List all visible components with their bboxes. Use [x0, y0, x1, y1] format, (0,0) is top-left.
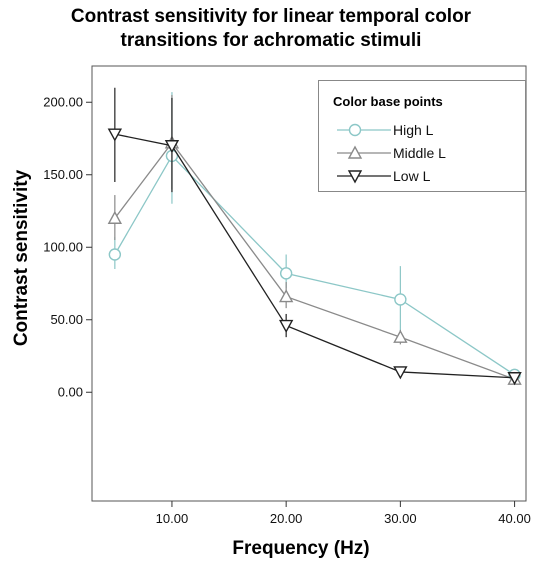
data-point: [393, 329, 408, 343]
legend-marker-triangle-down: [337, 170, 391, 184]
legend-title: Color base points: [333, 94, 443, 109]
legend-item-low-l: Low L: [333, 165, 523, 187]
series-middle-l: [107, 95, 522, 385]
legend-item-high-l: High L: [333, 119, 523, 141]
x-tick-label: 20.00: [270, 511, 303, 526]
data-point: [278, 289, 294, 303]
y-tick-label: 0.00: [58, 384, 83, 399]
data-point: [279, 267, 293, 280]
legend-label: Middle L: [393, 145, 446, 161]
data-point: [108, 248, 122, 261]
data-point: [507, 372, 522, 386]
data-point: [107, 210, 123, 224]
x-tick-label: 30.00: [384, 511, 417, 526]
legend: Color base points High L Middle L Low L: [318, 80, 526, 192]
legend-item-middle-l: Middle L: [333, 142, 523, 164]
y-tick-label: 150.00: [43, 167, 83, 182]
y-tick-label: 100.00: [43, 239, 83, 254]
plot-area-frame: [91, 65, 527, 502]
series-low-l: [107, 87, 522, 386]
y-tick-label: 200.00: [43, 94, 83, 109]
legend-marker: [347, 170, 363, 184]
legend-marker-triangle-up: [337, 145, 391, 159]
data-point: [107, 128, 123, 142]
chart-title-line-2: transitions for achromatic stimuli: [120, 30, 422, 51]
x-axis-label: Frequency (Hz): [232, 538, 370, 559]
x-tick-label: 40.00: [498, 511, 531, 526]
data-point: [278, 319, 294, 334]
legend-label: High L: [393, 122, 434, 138]
chart-title-line-1: Contrast sensitivity for linear temporal…: [70, 6, 472, 27]
legend-marker: [348, 123, 362, 137]
legend-marker-circle: [337, 123, 391, 137]
data-point: [393, 366, 408, 380]
x-tick-label: 10.00: [156, 511, 189, 526]
legend-label: Low L: [393, 168, 431, 184]
y-tick-label: 50.00: [50, 312, 83, 327]
y-axis-label: Contrast sensitivity: [11, 169, 32, 347]
legend-marker: [347, 145, 363, 159]
data-point: [394, 293, 407, 306]
data-point: [164, 140, 180, 154]
